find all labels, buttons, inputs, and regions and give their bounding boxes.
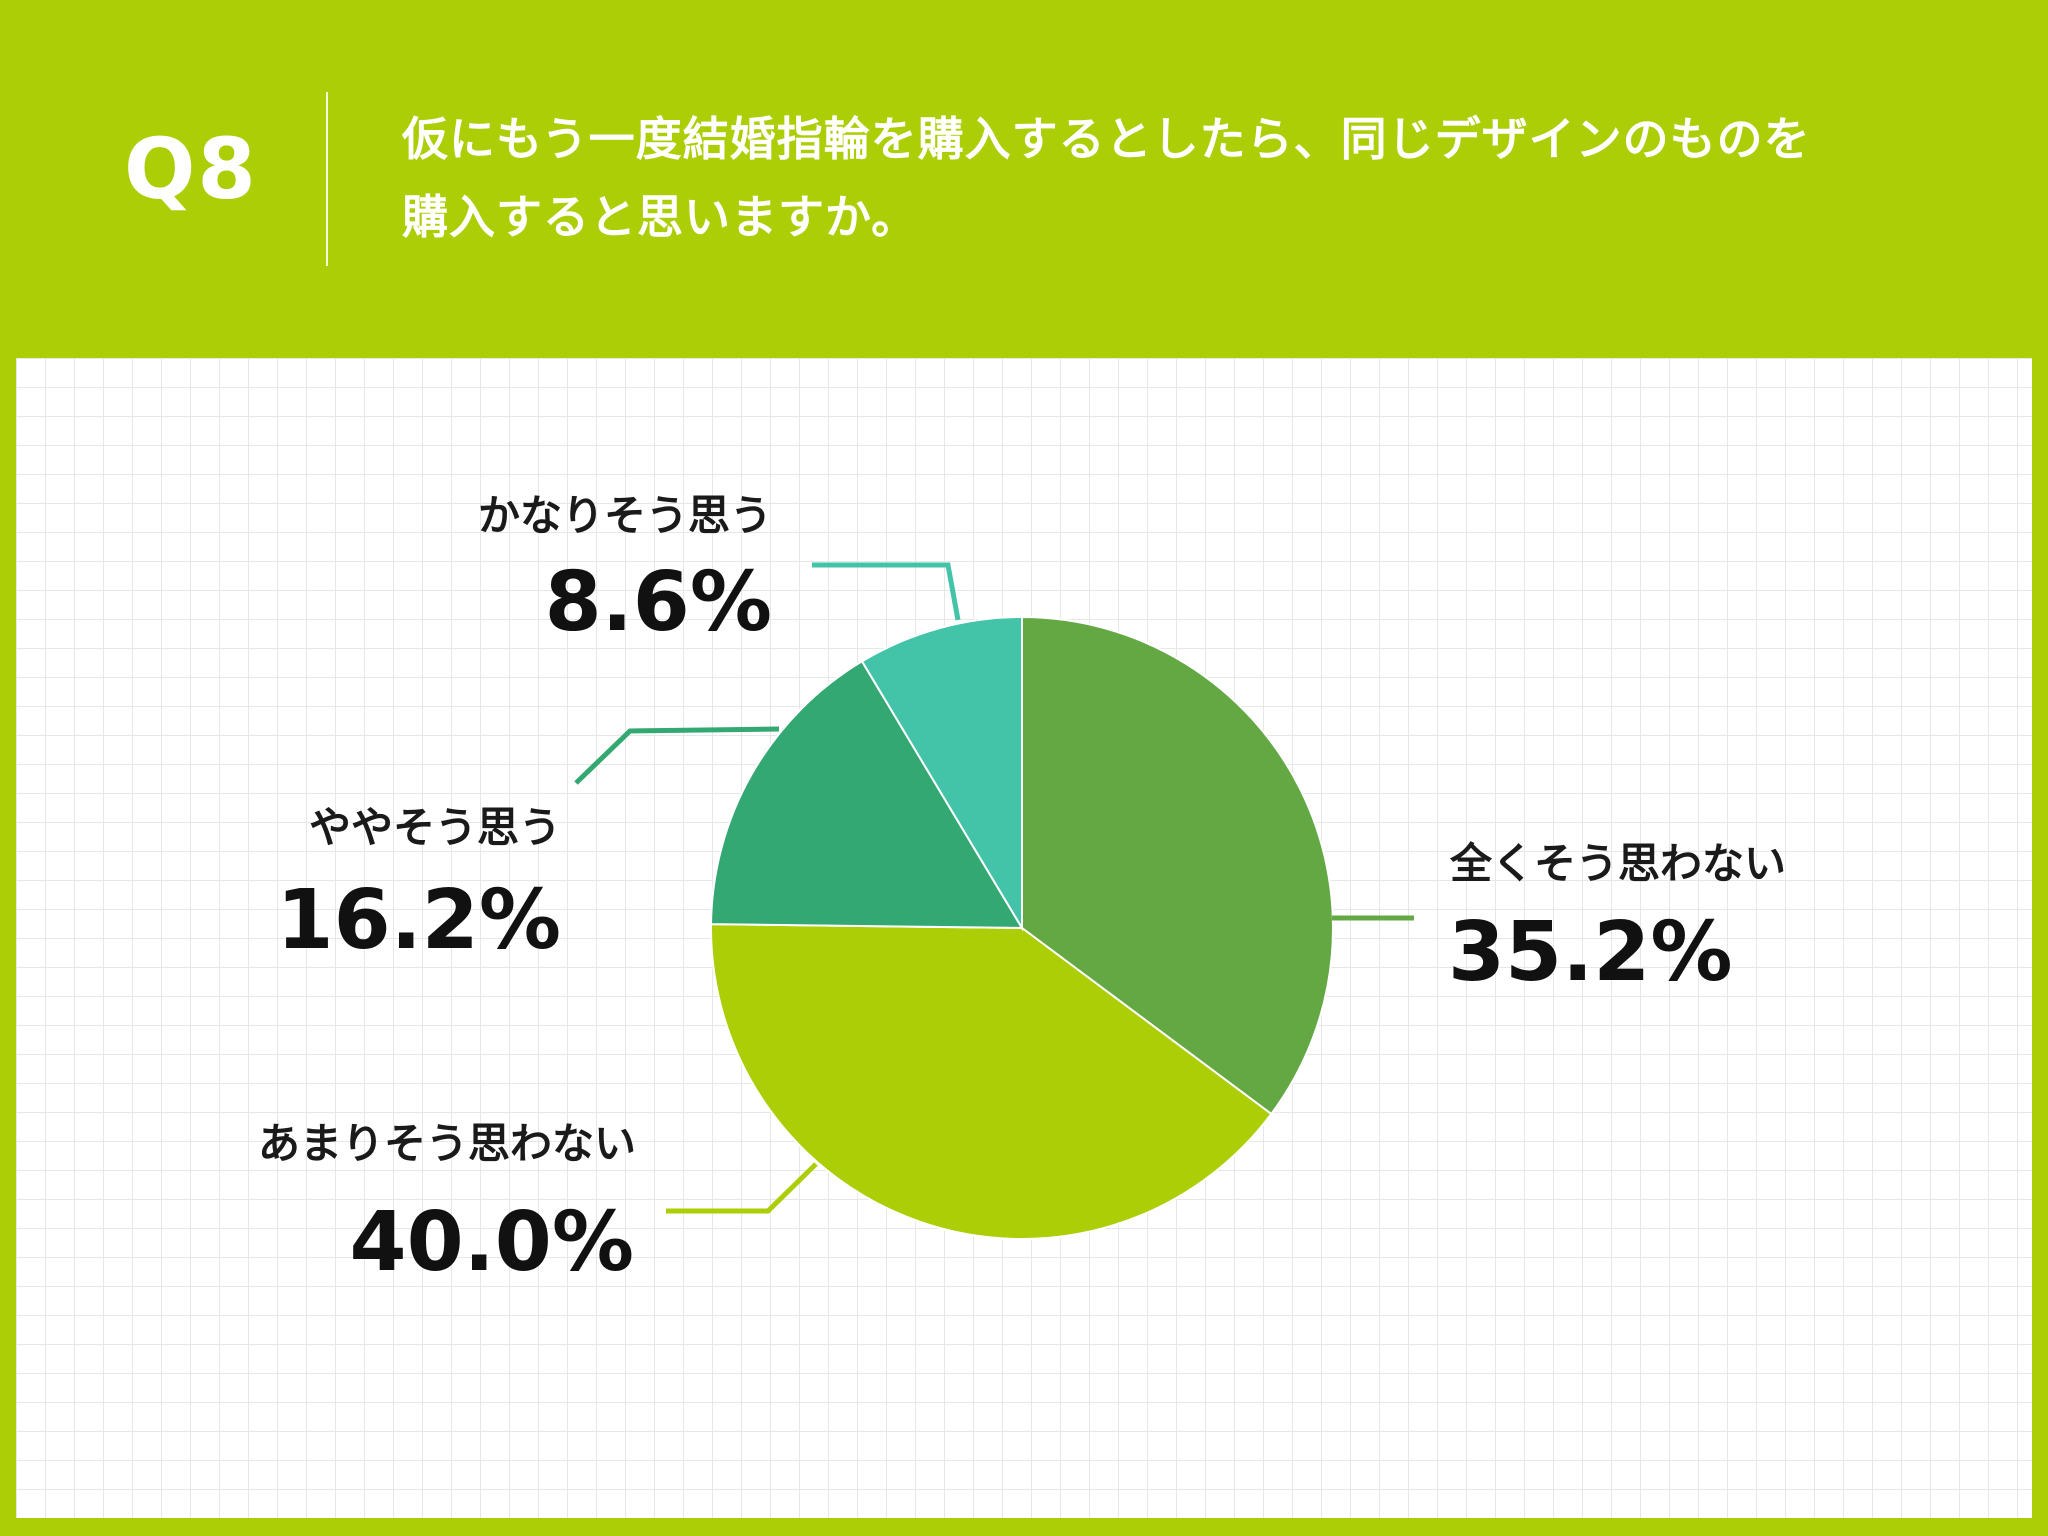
- header-divider: [326, 92, 328, 266]
- leader-lines: [574, 562, 1414, 1214]
- pie-slice-1: [710, 923, 1273, 1241]
- question-line-1: 仮にもう一度結婚指輪を購入するとしたら、同じデザインのものを: [402, 112, 1811, 166]
- pie-slice-2: [710, 659, 1024, 930]
- slice-value-0: 35.2%: [1448, 905, 1732, 1000]
- question-number: Q8: [124, 120, 258, 218]
- pie-slice-0: [1021, 615, 1334, 1116]
- leader-line-3: [812, 562, 961, 621]
- leader-line-2: [574, 726, 780, 785]
- slice-label-2: ややそう思う: [309, 803, 561, 852]
- pie-slice-3: [860, 615, 1023, 932]
- header: Q8 仮にもう一度結婚指輪を購入するとしたら、同じデザインのものを 購入すると思…: [0, 0, 2048, 355]
- slice-label-3: かなりそう思う: [478, 491, 772, 540]
- question-line-2: 購入すると思いますか。: [402, 190, 919, 244]
- pie-slices: [710, 615, 1334, 1241]
- question-text: 仮にもう一度結婚指輪を購入するとしたら、同じデザインのものを 購入すると思います…: [402, 100, 1962, 256]
- pie-chart: 全くそう思わない 35.2% あまりそう思わない 40.0% ややそう思う 16…: [258, 491, 1786, 1290]
- slice-label-0: 全くそう思わない: [1449, 839, 1786, 888]
- leader-line-1: [666, 1162, 818, 1214]
- slice-value-2: 16.2%: [277, 873, 561, 968]
- slice-value-3: 8.6%: [545, 555, 772, 650]
- slice-label-1: あまりそう思わない: [258, 1119, 636, 1168]
- slice-value-1: 40.0%: [350, 1195, 634, 1290]
- chart-panel: 全くそう思わない 35.2% あまりそう思わない 40.0% ややそう思う 16…: [16, 358, 2032, 1518]
